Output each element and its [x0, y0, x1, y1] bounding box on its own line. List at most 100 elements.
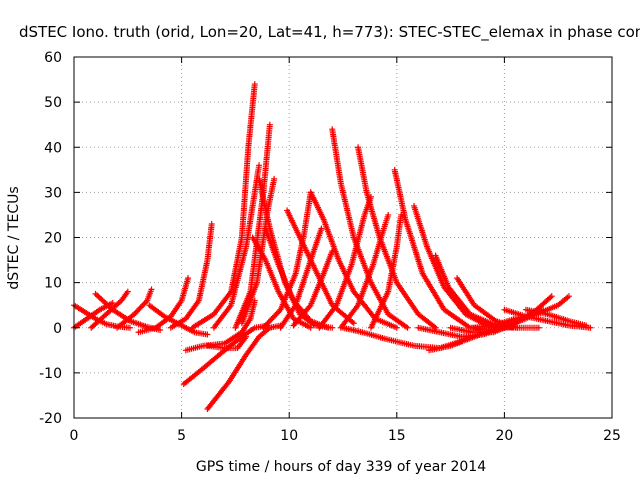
data-point-run — [341, 325, 364, 335]
x-tick-label: 0 — [70, 428, 79, 444]
data-point — [432, 324, 439, 331]
series-arc — [210, 162, 263, 331]
series-arc — [415, 324, 508, 340]
data-point-run — [235, 335, 248, 350]
series-arc — [290, 248, 336, 329]
data-point-run — [370, 227, 387, 266]
data-point-run — [394, 213, 404, 248]
y-tick-label: 60 — [44, 50, 62, 66]
data-point — [350, 320, 357, 327]
y-tick-label: 20 — [44, 231, 62, 247]
data-point-run — [524, 307, 549, 317]
data-point-run — [254, 164, 262, 180]
data-point-run — [308, 227, 324, 262]
data-point-run — [416, 312, 438, 330]
y-tick-label: 50 — [44, 95, 62, 111]
data-point — [367, 193, 374, 200]
data-point — [124, 288, 131, 295]
data-point-run — [169, 316, 188, 330]
chart-title: dSTEC Iono. truth (orid, Lon=20, Lat=41,… — [19, 23, 640, 42]
data-point-run — [417, 325, 441, 335]
series-arc — [204, 322, 284, 412]
series-arc — [316, 193, 374, 331]
data-point-run — [481, 325, 506, 337]
data-point — [535, 324, 542, 331]
data-point-run — [291, 303, 313, 327]
data-point-run — [239, 317, 253, 334]
data-point — [204, 331, 211, 338]
grid — [74, 57, 612, 418]
data-point — [109, 299, 116, 306]
data-point-run — [284, 209, 303, 239]
data-point-run — [132, 299, 149, 316]
data-point-run — [516, 324, 540, 331]
data-point-run — [424, 245, 447, 289]
data-point-run — [293, 231, 307, 275]
data-point-run — [154, 314, 173, 330]
x-tick-label: 20 — [495, 428, 513, 444]
data-point-run — [182, 366, 205, 386]
data-point — [565, 293, 572, 300]
series-arc — [329, 126, 411, 331]
data-point — [318, 225, 325, 232]
y-tick-label: 0 — [53, 321, 62, 337]
data-point-run — [442, 285, 468, 316]
data-point — [260, 324, 267, 331]
y-tick-label: 10 — [44, 276, 62, 292]
x-tick-label: 25 — [603, 428, 621, 444]
data-point — [583, 322, 590, 329]
x-tick-label: 15 — [388, 428, 406, 444]
data-point-run — [196, 258, 210, 302]
data-point — [393, 324, 400, 331]
data-point-run — [168, 299, 184, 318]
data-point — [266, 121, 273, 128]
data-point-run — [190, 312, 216, 330]
data-point-run — [293, 258, 314, 307]
data-point-run — [321, 218, 342, 262]
data-point-run — [403, 218, 426, 275]
data-point-run — [472, 303, 498, 323]
data-point-run — [204, 222, 215, 262]
data-point-run — [239, 146, 252, 239]
series-arc — [501, 306, 594, 331]
data-point-run — [212, 303, 233, 330]
data-point-run — [420, 272, 447, 312]
data-point — [501, 324, 508, 331]
x-tick-label: 10 — [280, 428, 298, 444]
data-point-run — [184, 299, 201, 321]
data-point-run — [339, 303, 360, 330]
data-point-run — [263, 227, 281, 266]
data-point-run — [115, 312, 136, 330]
series-arc — [204, 333, 250, 352]
data-point — [148, 286, 155, 293]
data-point-run — [361, 329, 388, 342]
series-arc — [522, 306, 590, 329]
data-point-run — [257, 326, 272, 339]
data-point-run — [301, 191, 314, 235]
data-point-run — [260, 123, 273, 194]
data-point-run — [239, 281, 260, 325]
data-point-run — [392, 168, 408, 221]
data-point — [126, 324, 133, 331]
data-point-run — [144, 288, 154, 302]
data-point-run — [240, 325, 257, 339]
series-arc — [249, 234, 314, 331]
y-axis-label: dSTEC / TECUs — [6, 186, 22, 289]
data-point — [271, 175, 278, 182]
series-arc — [277, 225, 325, 331]
data-point-run — [438, 329, 463, 340]
data-point — [587, 324, 594, 331]
data-point-run — [308, 191, 326, 221]
data-point-run — [362, 195, 374, 217]
data-point-run — [385, 245, 400, 293]
data-point — [243, 333, 250, 340]
series-arc — [454, 275, 542, 331]
data-point-run — [147, 303, 166, 319]
data-point-run — [524, 313, 549, 324]
data-point-run — [263, 258, 281, 293]
data-point-run — [244, 335, 261, 357]
series-arc — [167, 220, 215, 331]
data-point — [256, 162, 263, 169]
data-point-run — [338, 182, 357, 239]
data-point-run — [250, 236, 268, 262]
